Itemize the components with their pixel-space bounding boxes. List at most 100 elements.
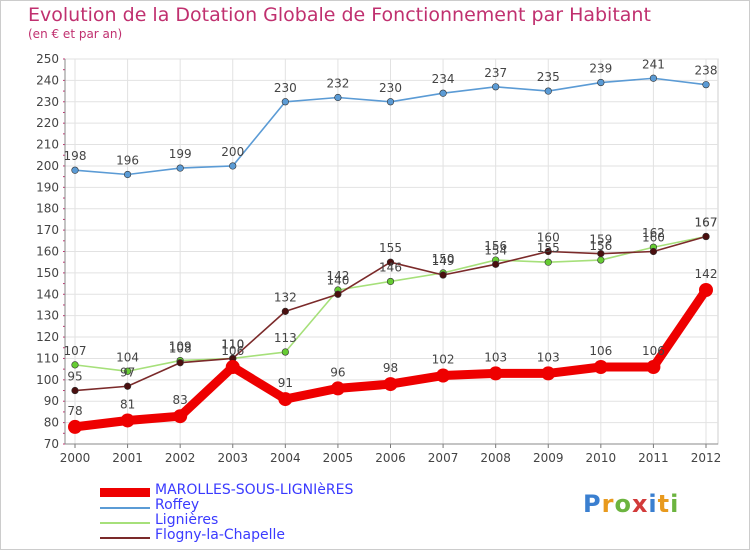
data-label: 230 <box>379 81 402 95</box>
y-tick-label: 80 <box>44 416 59 430</box>
x-tick-label: 2008 <box>480 451 511 465</box>
legend-label-flogny: Flogny-la-Chapelle <box>155 527 285 543</box>
data-point <box>649 74 658 82</box>
data-point <box>439 271 447 279</box>
data-label: 196 <box>116 154 139 168</box>
y-tick-label: 210 <box>36 138 59 152</box>
data-point <box>492 260 500 268</box>
data-point <box>281 307 289 315</box>
data-point <box>334 290 342 298</box>
data-point <box>229 162 237 170</box>
grid <box>64 58 719 445</box>
legend-label-marolles: MAROLLES-SOUS-LIGNIèRES <box>155 482 354 498</box>
x-tick-label: 2012 <box>691 451 722 465</box>
data-point <box>488 366 503 381</box>
x-tick-label: 2000 <box>60 451 91 465</box>
data-label: 96 <box>330 365 345 379</box>
data-label: 238 <box>695 64 718 78</box>
data-point <box>702 81 710 89</box>
y-tick-label: 180 <box>36 202 59 216</box>
data-point <box>492 83 500 91</box>
data-label: 106 <box>221 344 244 358</box>
data-label: 83 <box>173 393 188 407</box>
data-point <box>278 392 293 407</box>
data-label: 110 <box>221 337 244 351</box>
legend-swatch-marolles <box>100 488 150 497</box>
y-tick-label: 110 <box>36 351 59 365</box>
data-point <box>334 93 342 102</box>
data-point <box>544 247 552 256</box>
data-point <box>330 381 345 396</box>
data-label: 132 <box>274 290 297 304</box>
chart-title: Evolution de la Dotation Globale de Fonc… <box>28 4 651 26</box>
data-label: 150 <box>432 252 455 266</box>
data-label: 78 <box>67 404 82 418</box>
x-tick-label: 2001 <box>112 451 143 465</box>
y-tick-label: 170 <box>36 223 59 237</box>
data-label: 102 <box>432 353 455 367</box>
data-label: 239 <box>589 62 612 76</box>
x-tick-label: 2002 <box>165 451 196 465</box>
data-point <box>71 166 79 174</box>
data-label: 95 <box>67 370 82 384</box>
axes: 7080901001101201301401501601701801902002… <box>36 52 721 465</box>
data-label: 142 <box>326 269 349 283</box>
x-tick-label: 2005 <box>323 451 354 465</box>
y-tick-label: 150 <box>36 266 59 280</box>
data-point <box>123 382 132 390</box>
legend-swatch-lignieres <box>100 522 150 524</box>
data-point <box>597 250 605 258</box>
data-label: 198 <box>64 149 87 163</box>
data-label: 155 <box>379 241 402 255</box>
data-point <box>702 232 710 241</box>
data-label: 230 <box>274 81 297 95</box>
data-point <box>646 360 661 374</box>
y-tick-label: 140 <box>36 287 59 301</box>
data-label: 106 <box>589 344 612 358</box>
data-label: 167 <box>695 216 718 230</box>
data-point <box>123 367 132 375</box>
data-label: 149 <box>432 254 455 268</box>
y-tick-label: 230 <box>36 95 59 109</box>
data-labels: 78 81 83 106 91 96 98 102 103 103 106 106 142 198 196 1… <box>64 57 718 418</box>
data-label: 160 <box>642 231 665 245</box>
data-point <box>544 258 552 266</box>
data-label: 106 <box>642 344 665 358</box>
data-point <box>71 386 79 395</box>
data-label: 154 <box>484 243 507 257</box>
data-point <box>71 361 79 369</box>
data-point <box>597 256 605 264</box>
data-label: 107 <box>64 344 87 358</box>
y-tick-label: 190 <box>36 180 59 194</box>
data-point <box>176 359 184 367</box>
data-point <box>120 413 135 428</box>
data-label: 241 <box>642 57 665 71</box>
data-label: 110 <box>221 337 244 351</box>
data-label: 98 <box>383 361 398 375</box>
y-tick-label: 70 <box>44 437 59 451</box>
x-tick-label: 2003 <box>217 451 248 465</box>
y-tick-label: 240 <box>36 73 59 87</box>
y-tick-label: 160 <box>36 245 59 259</box>
data-label: 91 <box>278 376 293 390</box>
y-tick-label: 120 <box>36 330 59 344</box>
data-label: 199 <box>169 147 192 161</box>
data-label: 162 <box>642 226 665 240</box>
legend-swatch-flogny <box>100 537 150 539</box>
data-label: 200 <box>221 145 244 159</box>
data-point <box>173 409 188 424</box>
data-point <box>436 368 451 383</box>
data-point <box>225 360 240 374</box>
data-point <box>123 170 132 179</box>
x-tick-label: 2004 <box>270 451 301 465</box>
data-label: 160 <box>537 231 560 245</box>
x-tick-label: 2007 <box>428 451 459 465</box>
data-label: 237 <box>484 66 507 80</box>
data-label: 234 <box>432 72 455 86</box>
data-point <box>68 419 82 434</box>
data-point <box>649 247 658 256</box>
y-tick-label: 250 <box>36 52 59 66</box>
data-label: 232 <box>326 77 349 91</box>
